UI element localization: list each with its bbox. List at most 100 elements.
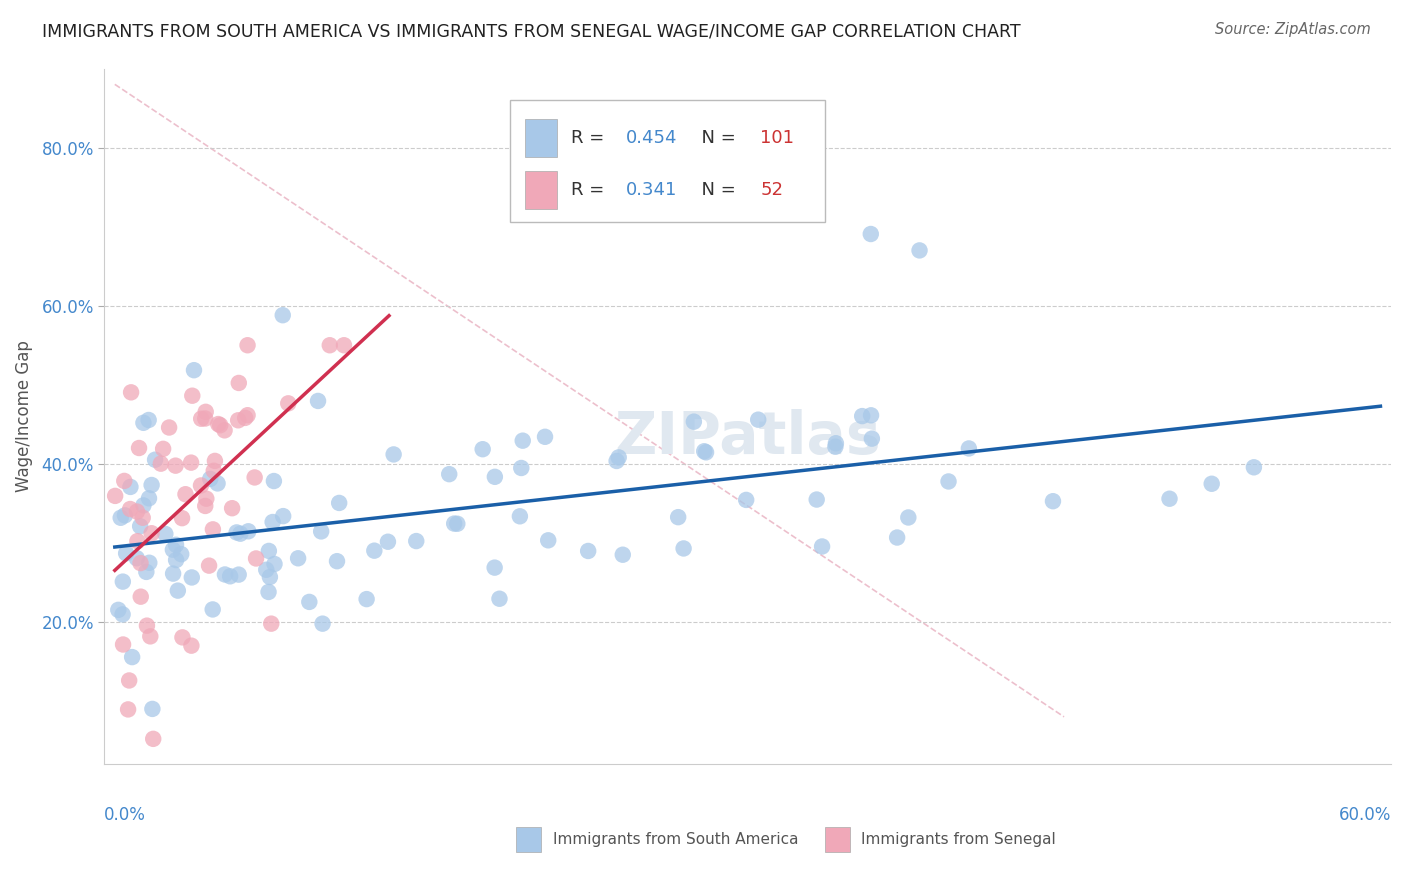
Point xyxy=(443,516,465,531)
Point xyxy=(510,461,533,475)
Text: Immigrants from Senegal: Immigrants from Senegal xyxy=(862,831,1056,847)
Point xyxy=(245,551,267,566)
Text: 60.0%: 60.0% xyxy=(1339,806,1391,824)
Point xyxy=(127,534,149,549)
Point xyxy=(139,629,162,643)
Point xyxy=(132,499,155,513)
Point xyxy=(233,410,256,425)
Point xyxy=(194,411,217,425)
Point xyxy=(908,244,931,258)
Point xyxy=(319,338,342,352)
Point xyxy=(181,389,204,403)
Point xyxy=(607,450,630,465)
Point xyxy=(200,472,222,486)
Point xyxy=(824,440,846,454)
Point xyxy=(860,409,883,423)
Point xyxy=(277,396,299,410)
Point xyxy=(236,338,259,352)
Point xyxy=(326,554,349,568)
Point xyxy=(214,423,236,437)
Text: R =: R = xyxy=(571,181,610,199)
Point xyxy=(328,496,350,510)
Point xyxy=(138,491,160,506)
Point xyxy=(170,547,193,561)
Point xyxy=(471,442,494,457)
Point xyxy=(263,557,285,571)
Point xyxy=(271,509,294,524)
Point xyxy=(576,544,599,558)
Point xyxy=(886,531,908,545)
Point xyxy=(439,467,461,482)
Point xyxy=(138,556,160,570)
Point xyxy=(132,416,155,430)
Point xyxy=(1159,491,1181,506)
Point xyxy=(141,526,163,541)
FancyBboxPatch shape xyxy=(524,171,557,210)
Point xyxy=(204,454,226,468)
Point xyxy=(405,534,427,549)
Point xyxy=(201,522,224,536)
Text: Source: ZipAtlas.com: Source: ZipAtlas.com xyxy=(1215,22,1371,37)
Point xyxy=(129,590,152,604)
FancyBboxPatch shape xyxy=(509,100,825,221)
Point xyxy=(170,511,193,525)
Point xyxy=(257,585,280,599)
Point xyxy=(259,570,281,584)
Text: 52: 52 xyxy=(761,181,783,199)
Point xyxy=(695,445,717,459)
Point xyxy=(612,548,634,562)
Point xyxy=(135,565,157,579)
Point xyxy=(747,412,769,426)
Point xyxy=(162,566,184,581)
Point xyxy=(202,464,225,478)
Point xyxy=(226,413,249,427)
Point xyxy=(214,567,236,582)
Point xyxy=(207,417,229,431)
Point xyxy=(194,405,217,419)
Point xyxy=(311,616,333,631)
Point xyxy=(446,516,468,531)
Point xyxy=(1243,460,1265,475)
Point xyxy=(190,478,212,492)
Point xyxy=(682,415,704,429)
Point xyxy=(162,542,184,557)
Point xyxy=(136,618,159,632)
Point xyxy=(120,385,142,400)
Point xyxy=(201,602,224,616)
Point xyxy=(238,524,260,539)
Point xyxy=(221,501,243,516)
Point xyxy=(606,454,628,468)
Point xyxy=(228,567,250,582)
Text: N =: N = xyxy=(690,129,741,147)
Point xyxy=(377,534,399,549)
Point xyxy=(149,457,172,471)
Point xyxy=(157,420,180,434)
Text: 0.454: 0.454 xyxy=(626,129,676,147)
Point xyxy=(243,470,266,484)
Point xyxy=(118,673,141,688)
Point xyxy=(382,447,405,461)
Point xyxy=(129,519,152,533)
Point xyxy=(172,631,194,645)
Point xyxy=(735,492,758,507)
Point xyxy=(298,595,321,609)
Point xyxy=(120,480,142,494)
Point xyxy=(190,411,212,425)
Point xyxy=(141,478,163,492)
Point xyxy=(104,489,127,503)
Point xyxy=(262,515,284,529)
Point xyxy=(180,639,202,653)
Point xyxy=(219,569,242,583)
FancyBboxPatch shape xyxy=(524,119,557,157)
Y-axis label: Wage/Income Gap: Wage/Income Gap xyxy=(15,341,32,492)
Point xyxy=(174,487,197,501)
Point xyxy=(693,444,716,458)
Point xyxy=(263,474,285,488)
Text: IMMIGRANTS FROM SOUTH AMERICA VS IMMIGRANTS FROM SENEGAL WAGE/INCOME GAP CORRELA: IMMIGRANTS FROM SOUTH AMERICA VS IMMIGRA… xyxy=(42,22,1021,40)
Point xyxy=(666,510,689,524)
Point xyxy=(165,553,187,567)
Point xyxy=(897,510,920,524)
Point xyxy=(110,510,132,524)
Point xyxy=(363,543,385,558)
Point xyxy=(512,434,534,448)
